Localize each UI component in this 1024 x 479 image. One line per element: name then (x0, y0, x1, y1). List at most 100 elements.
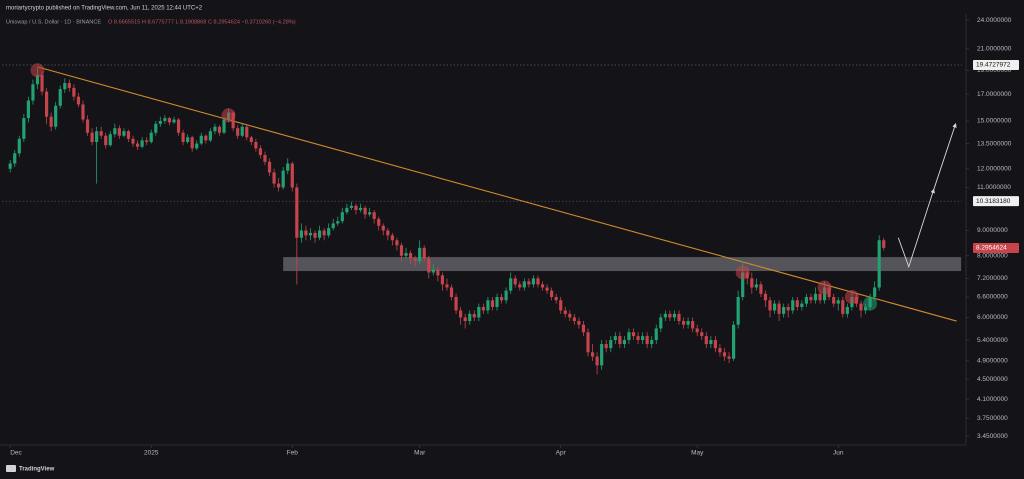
candle-body (290, 163, 294, 188)
candle-body (499, 297, 504, 301)
candle-body (304, 230, 308, 236)
candle-body (722, 352, 727, 357)
x-tick-label: Feb (287, 450, 299, 457)
candle-body (513, 278, 517, 285)
candle-body (841, 300, 845, 314)
candle-body (176, 119, 181, 133)
candle-body (140, 140, 144, 147)
candle-body (522, 281, 526, 288)
candle-body (190, 137, 194, 149)
candle-body (313, 232, 317, 238)
candle-body (17, 138, 21, 154)
x-tick-label: Jun (833, 450, 844, 457)
y-tick-label: 21.0000000 (977, 46, 1012, 53)
candle-body (581, 324, 586, 333)
candle-body (413, 258, 417, 262)
candle-body (777, 303, 781, 314)
candle-body (22, 118, 26, 139)
candle-body (35, 74, 40, 85)
ohlc-readout: O 8.6665515 H 8.6775777 L 8.1908868 C 8.… (108, 19, 296, 25)
candle-body (67, 83, 71, 88)
candle-body (563, 310, 567, 314)
candle-body (13, 153, 17, 164)
candle-body (117, 128, 121, 136)
candle-body (536, 278, 540, 285)
candle-body (245, 126, 249, 138)
projection-arrow (897, 188, 935, 269)
candle-body (859, 303, 863, 311)
candle-body (208, 131, 212, 141)
plot-area: 24.0000000 21.0000000 19.0000000 17.0000000… (2, 17, 1019, 457)
candle-body (345, 207, 349, 213)
candle-body (645, 336, 649, 345)
candle-body (163, 118, 167, 121)
y-tick-label: 13.5000000 (977, 140, 1012, 147)
candle-body (440, 275, 445, 285)
y-tick-label: 3.4500000 (977, 433, 1008, 440)
candle-body (559, 300, 563, 311)
highlight-circle (221, 108, 236, 123)
candle-body (504, 290, 508, 301)
candle-body (295, 187, 299, 238)
candle-body (445, 284, 449, 288)
candle-body (786, 306, 790, 311)
candle-body (600, 344, 604, 366)
candle-body (795, 300, 799, 307)
candle-body (531, 278, 536, 285)
candle-body (481, 306, 485, 311)
candle-body (681, 321, 686, 325)
candle-body (399, 245, 404, 256)
candle-body (40, 74, 44, 92)
candle-body (431, 269, 435, 273)
candle-body (186, 137, 190, 142)
price-label-box (973, 242, 1019, 253)
candle-body (636, 336, 640, 341)
candle-body (372, 212, 376, 219)
candle-body (322, 230, 326, 236)
candle-body (26, 100, 30, 119)
candle-body (104, 135, 108, 146)
candle-body (873, 287, 877, 298)
candle-body (395, 240, 399, 246)
candle-body (631, 332, 636, 337)
candle-body (763, 293, 768, 301)
candle-body (650, 340, 654, 345)
candle-body (754, 284, 758, 288)
candle-body (641, 336, 645, 341)
candle-body (254, 141, 258, 149)
candle-body (627, 332, 631, 341)
candle-body (818, 293, 822, 301)
candle-body (668, 313, 672, 318)
candle-body (659, 317, 663, 329)
candle-body (377, 218, 381, 226)
candle-body (204, 135, 208, 141)
candle-body (418, 247, 422, 262)
candle-body (145, 140, 149, 142)
candle-body (404, 253, 408, 256)
candle-body (99, 131, 103, 136)
candle-body (349, 205, 354, 208)
candle-body (700, 332, 704, 337)
candle-body (381, 225, 385, 231)
candle-body (236, 128, 240, 136)
price-label: 8.2954624 (976, 245, 1007, 252)
candle-body (545, 287, 549, 291)
highlight-circle (817, 280, 832, 295)
y-tick-label: 3.7500000 (977, 415, 1008, 422)
candle-body (167, 118, 172, 123)
candle-body (468, 313, 472, 322)
candle-body (772, 303, 777, 311)
price-label-box (973, 196, 1019, 207)
candle-body (809, 297, 813, 301)
candle-body (154, 123, 158, 133)
candle-body (126, 131, 131, 139)
candle-body (590, 352, 595, 357)
candle-body (663, 313, 667, 318)
candle-body (249, 137, 253, 142)
candle-body (509, 278, 513, 291)
candle-body (672, 313, 677, 318)
candle-body (76, 96, 81, 105)
candle-body (832, 297, 836, 304)
candle-body (308, 232, 313, 236)
candle-body (317, 230, 322, 238)
